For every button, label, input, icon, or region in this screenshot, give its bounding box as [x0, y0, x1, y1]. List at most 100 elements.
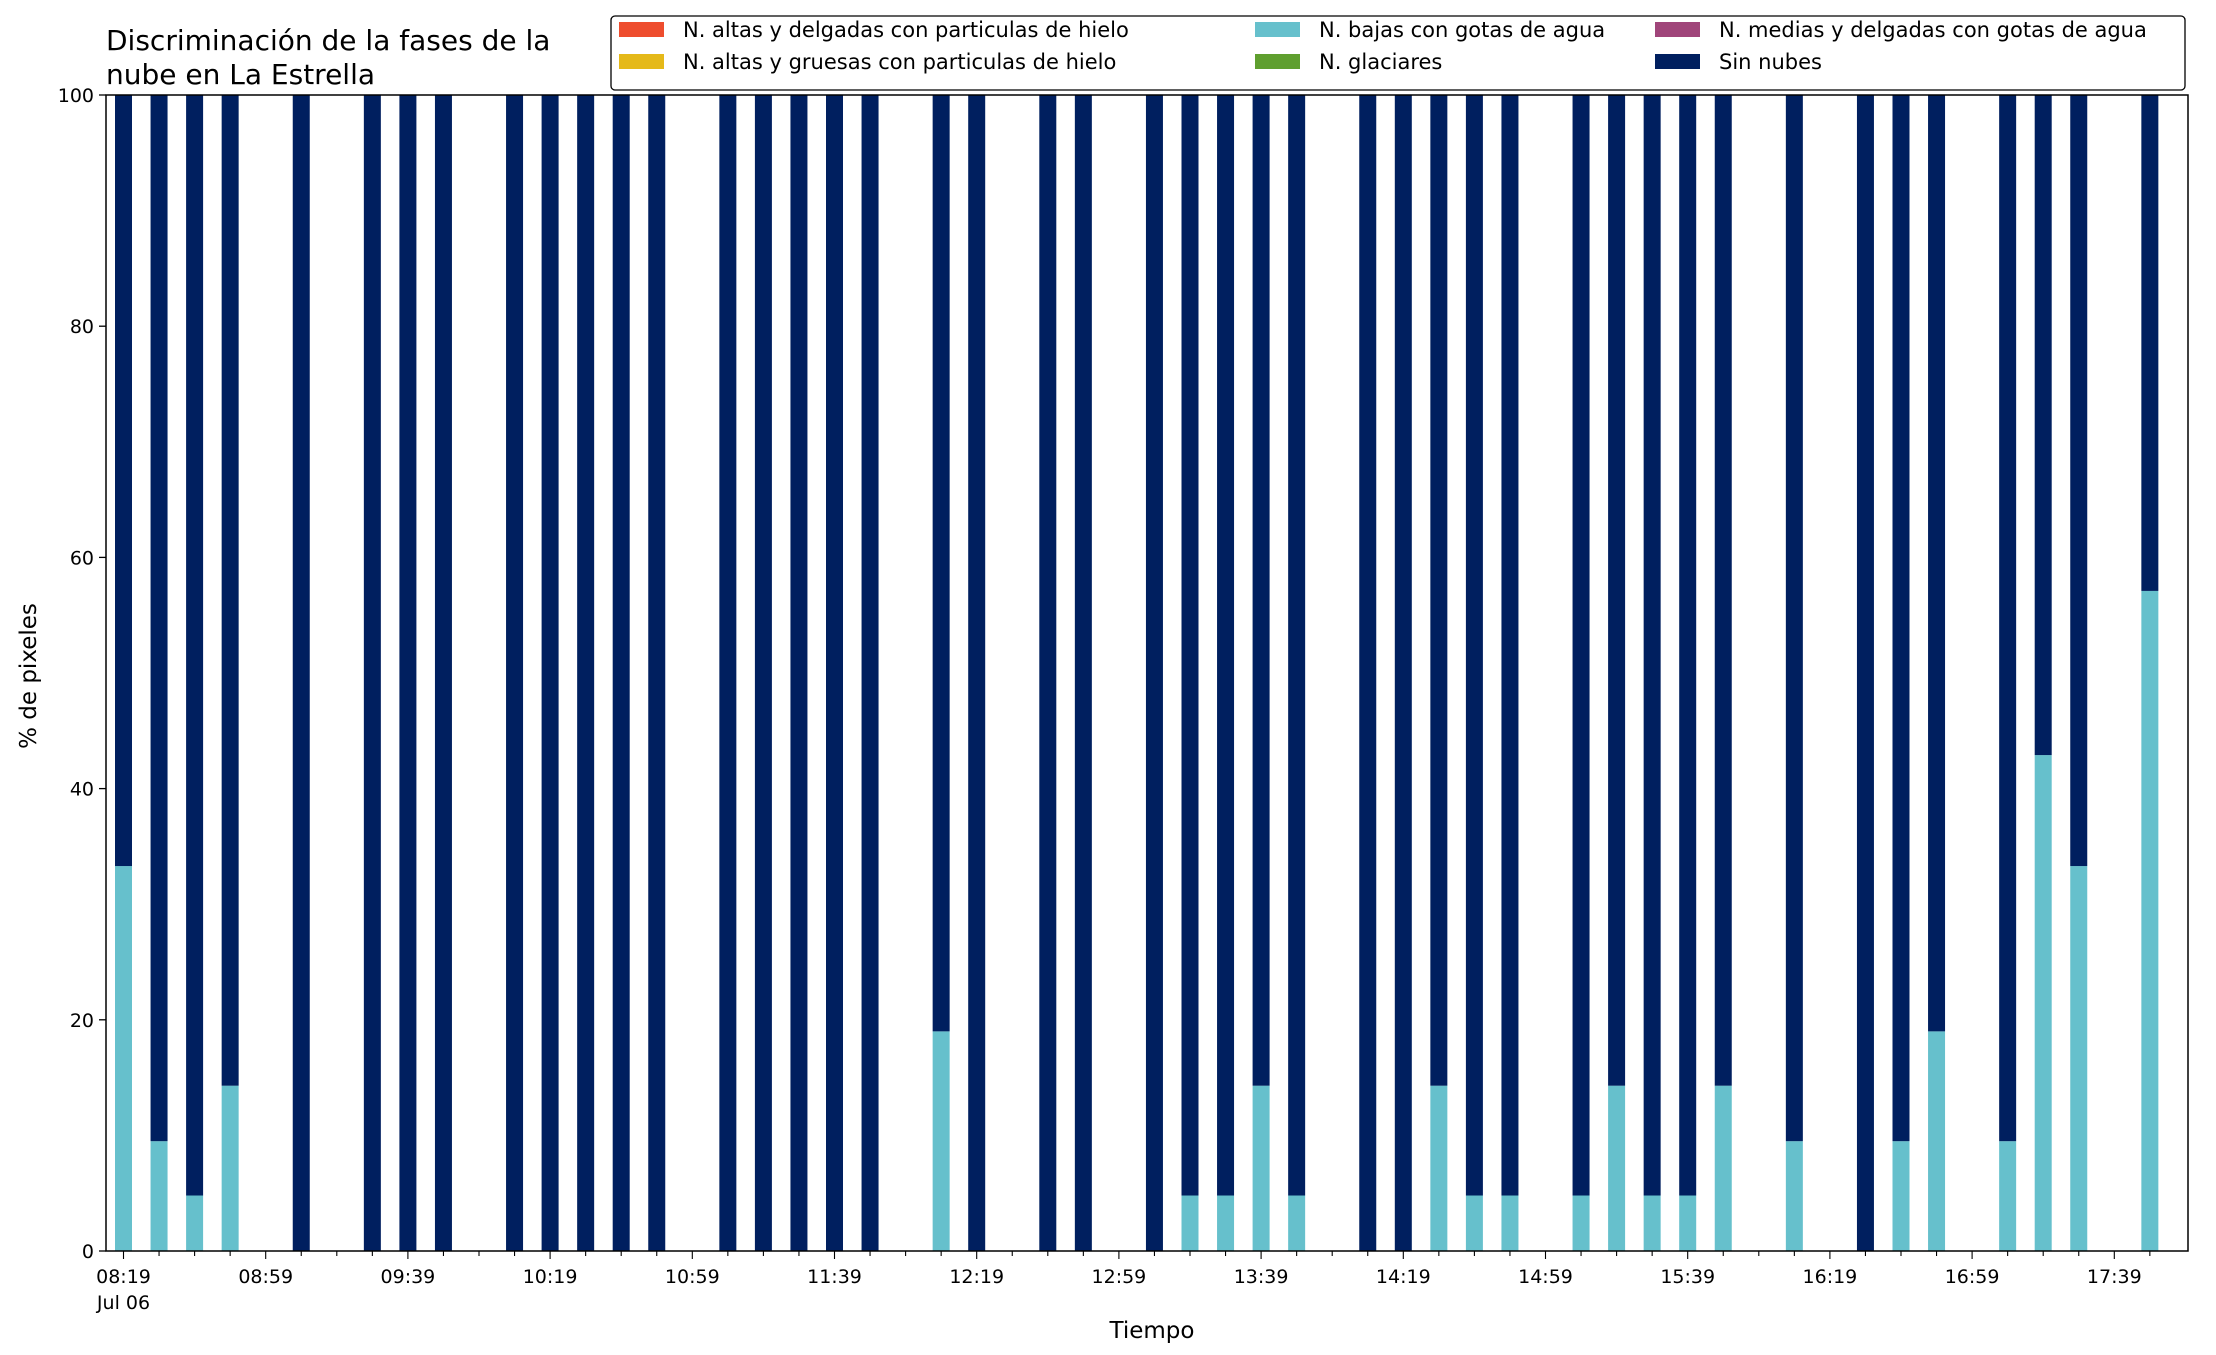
- bar-clear-sky: [826, 95, 843, 1251]
- bar-group: [186, 95, 204, 1251]
- bar-group: [1501, 95, 1519, 1251]
- bar-low-water: [1572, 1195, 1590, 1251]
- bar-group: [1608, 95, 1626, 1251]
- bar-clear-sky: [719, 95, 737, 1251]
- bar-clear-sky: [1181, 95, 1199, 1196]
- bar-clear-sky: [541, 95, 559, 1251]
- bar-group: [506, 95, 524, 1251]
- bar-group: [2034, 95, 2052, 1251]
- bar-clear-sky: [1892, 95, 1910, 1142]
- bar-clear-sky: [577, 95, 595, 1251]
- bar-group: [150, 95, 168, 1251]
- bar-clear-sky: [754, 95, 772, 1251]
- legend-label: Sin nubes: [1719, 50, 1822, 74]
- bar-low-water: [1892, 1141, 1910, 1251]
- bar-low-water: [1465, 1195, 1483, 1251]
- bar-low-water: [1288, 1195, 1306, 1251]
- legend-label: N. glaciares: [1319, 50, 1442, 74]
- bar-group: [434, 95, 452, 1251]
- bar-group: [1181, 95, 1199, 1251]
- bar-clear-sky: [186, 95, 204, 1196]
- x-tick-label: 14:59: [1518, 1266, 1573, 1288]
- legend-swatch: [1655, 22, 1700, 37]
- bar-low-water: [115, 866, 132, 1251]
- bar-low-water: [1999, 1141, 2017, 1251]
- bar-clear-sky: [1928, 95, 1946, 1032]
- bar-clear-sky: [1608, 95, 1626, 1086]
- bar-clear-sky: [1501, 95, 1519, 1196]
- legend-swatch: [1255, 54, 1300, 69]
- bar-clear-sky: [1039, 95, 1057, 1251]
- bar-clear-sky: [1074, 95, 1092, 1251]
- bar-group: [363, 95, 381, 1251]
- bar-clear-sky: [363, 95, 381, 1251]
- bar-low-water: [1252, 1085, 1270, 1251]
- bar-clear-sky: [1465, 95, 1483, 1196]
- bar-group: [577, 95, 595, 1251]
- bar-low-water: [2070, 866, 2088, 1251]
- bar-low-water: [1501, 1195, 1519, 1251]
- bar-group: [1892, 95, 1910, 1251]
- bar-low-water: [1643, 1195, 1661, 1251]
- y-axis-label: % de pixeles: [16, 603, 42, 749]
- bar-clear-sky: [612, 95, 630, 1251]
- bar-clear-sky: [1856, 95, 1874, 1251]
- chart-title-line-1: Discriminación de la fases de la: [106, 24, 550, 57]
- legend-frame: [610, 15, 2186, 91]
- plot-frame: [105, 94, 2189, 1252]
- legend-swatch: [619, 54, 664, 69]
- bar-group: [2141, 95, 2159, 1251]
- bar-group: [1074, 95, 1092, 1251]
- bar-clear-sky: [399, 95, 417, 1251]
- bar-clear-sky: [1217, 95, 1235, 1196]
- x-tick-label: 09:39: [381, 1266, 436, 1288]
- bar-clear-sky: [1252, 95, 1270, 1086]
- legend-entry: N. bajas con gotas de agua: [1255, 18, 1605, 42]
- bar-group: [221, 95, 239, 1251]
- x-axis: 08:19 Jul 06 08:59 09:39 10:19 10:59 11:39 12:1…: [96, 1251, 2151, 1314]
- bar-clear-sky: [1679, 95, 1697, 1196]
- bar-group: [826, 95, 843, 1251]
- x-tick-label: 16:59: [1945, 1266, 2000, 1288]
- legend: N. altas y delgadas con particulas de hi…: [610, 15, 2186, 91]
- bar-group: [115, 95, 132, 1251]
- bar-group: [1252, 95, 1270, 1251]
- bar-group: [1679, 95, 1697, 1251]
- y-tick-label: 20: [70, 1010, 94, 1032]
- bar-clear-sky: [1643, 95, 1661, 1196]
- bar-clear-sky: [221, 95, 239, 1086]
- y-tick-label: 0: [82, 1241, 94, 1263]
- bar-low-water: [1928, 1031, 1946, 1251]
- x-tick-label: 11:39: [807, 1266, 862, 1288]
- bar-clear-sky: [790, 95, 808, 1251]
- bar-group: [1394, 95, 1412, 1251]
- legend-swatch: [1655, 54, 1700, 69]
- plot-area: [105, 94, 2189, 1252]
- bar-group: [1928, 95, 1946, 1251]
- bar-clear-sky: [1785, 95, 1803, 1142]
- bar-group: [968, 95, 986, 1251]
- bar-group: [861, 95, 879, 1251]
- x-tick-sublabel: Jul 06: [96, 1292, 150, 1314]
- bar-group: [1039, 95, 1057, 1251]
- x-tick-label: 15:39: [1660, 1266, 1715, 1288]
- bar-low-water: [1430, 1085, 1448, 1251]
- legend-entry: N. medias y delgadas con gotas de agua: [1655, 18, 2147, 42]
- bar-clear-sky: [1359, 95, 1377, 1251]
- bar-low-water: [2034, 755, 2052, 1251]
- bar-group: [1217, 95, 1235, 1251]
- bar-group: [1999, 95, 2017, 1251]
- x-axis-label: Tiempo: [1109, 1318, 1195, 1344]
- legend-label: N. altas y gruesas con particulas de hie…: [683, 50, 1116, 74]
- bar-group: [1572, 95, 1590, 1251]
- bar-low-water: [1679, 1195, 1697, 1251]
- legend-swatch: [1255, 22, 1300, 37]
- bar-clear-sky: [434, 95, 452, 1251]
- bar-group: [1465, 95, 1483, 1251]
- x-tick-label: 12:19: [949, 1266, 1004, 1288]
- y-axis: 0 20 40 60 80 100: [58, 85, 106, 1263]
- bar-group: [1714, 95, 1732, 1251]
- bar-group: [1430, 95, 1448, 1251]
- bar-low-water: [2141, 590, 2159, 1251]
